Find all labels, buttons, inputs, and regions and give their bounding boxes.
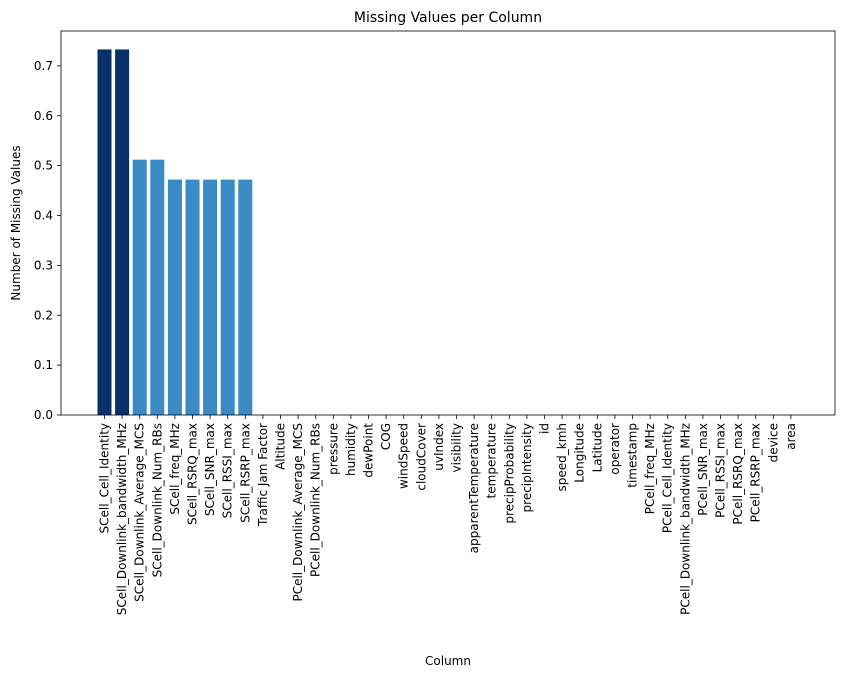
y-tick-label: 0.2 <box>34 308 53 322</box>
y-tick-label: 0.7 <box>34 59 53 73</box>
x-tick-label: Longitude <box>573 423 587 483</box>
x-tick-label: SCell_RSRQ_max <box>186 423 200 525</box>
chart-title: Missing Values per Column <box>354 10 542 26</box>
y-tick-label: 0.3 <box>34 258 53 272</box>
x-tick-label: precipIntensity <box>520 423 534 512</box>
bars-group <box>97 49 253 416</box>
x-axis: SCell_Cell_Identity SCell_Downlink_bandwi… <box>98 415 798 615</box>
x-tick-label: pressure <box>326 423 340 475</box>
x-tick-label: COG <box>379 423 393 450</box>
y-tick-label: 0.1 <box>34 358 53 372</box>
y-axis: 0.0 0.1 0.2 0.3 0.4 0.5 0.6 0.7 <box>34 59 61 422</box>
x-tick-label: temperature <box>485 423 499 498</box>
y-tick-label: 0.0 <box>34 408 53 422</box>
x-tick-label: timestamp <box>626 423 640 488</box>
bar <box>203 179 218 415</box>
x-tick-label: SCell_RSSI_max <box>221 423 235 518</box>
x-tick-label: PCell_RSSI_max <box>714 423 728 518</box>
x-tick-label: SCell_RSRP_max <box>238 423 252 523</box>
x-tick-label: PCell_Downlink_bandwidth_MHz <box>678 423 692 615</box>
x-tick-label: uvIndex <box>432 423 446 471</box>
x-tick-label: SCell_Downlink_Average_MCS <box>133 423 147 602</box>
x-tick-label: dewPoint <box>362 423 376 478</box>
y-tick-label: 0.4 <box>34 209 53 223</box>
x-tick-label: device <box>766 423 780 462</box>
x-tick-label: Latitude <box>590 423 604 472</box>
x-tick-label: windSpeed <box>397 423 411 489</box>
x-tick-label: Altitude <box>274 423 288 470</box>
bar <box>115 49 130 416</box>
x-tick-label: PCell_freq_MHz <box>643 423 657 514</box>
x-tick-label: visibility <box>450 423 464 472</box>
x-tick-label: PCell_RSRQ_max <box>731 423 745 525</box>
bar <box>97 49 112 416</box>
bar <box>132 159 147 415</box>
x-tick-label: humidity <box>344 423 358 476</box>
x-tick-label: SCell_Downlink_Num_RBs <box>150 423 164 577</box>
x-tick-label: apparentTemperature <box>467 423 481 553</box>
y-axis-label: Number of Missing Values <box>9 145 23 300</box>
x-tick-label: cloudCover <box>414 423 428 491</box>
x-tick-label: SCell_Downlink_bandwidth_MHz <box>115 423 129 615</box>
x-tick-label: PCell_Cell_Identity <box>661 423 675 533</box>
x-tick-label: SCell_freq_MHz <box>168 423 182 515</box>
bar <box>185 179 200 415</box>
y-tick-label: 0.6 <box>34 109 53 123</box>
y-tick-label: 0.5 <box>34 159 53 173</box>
x-tick-label: PCell_Downlink_Average_MCS <box>291 423 305 602</box>
x-tick-label: Traffic Jam Factor <box>256 423 270 527</box>
x-tick-label: PCell_Downlink_Num_RBs <box>309 423 323 577</box>
x-tick-label: id <box>538 423 552 434</box>
bar <box>220 179 235 415</box>
x-tick-label: PCell_SNR_max <box>696 423 710 516</box>
x-tick-label: speed_kmh <box>555 423 569 492</box>
x-tick-label: SCell_SNR_max <box>203 423 217 516</box>
bar <box>150 159 165 415</box>
x-tick-label: precipProbability <box>502 423 516 524</box>
x-axis-label: Column <box>425 654 471 668</box>
x-tick-label: SCell_Cell_Identity <box>98 423 112 533</box>
plot-frame <box>60 30 836 416</box>
bar <box>167 179 182 415</box>
x-tick-label: PCell_RSRP_max <box>749 423 763 522</box>
x-tick-label: operator <box>608 423 622 475</box>
x-tick-label: area <box>784 423 798 450</box>
bar <box>238 179 253 415</box>
